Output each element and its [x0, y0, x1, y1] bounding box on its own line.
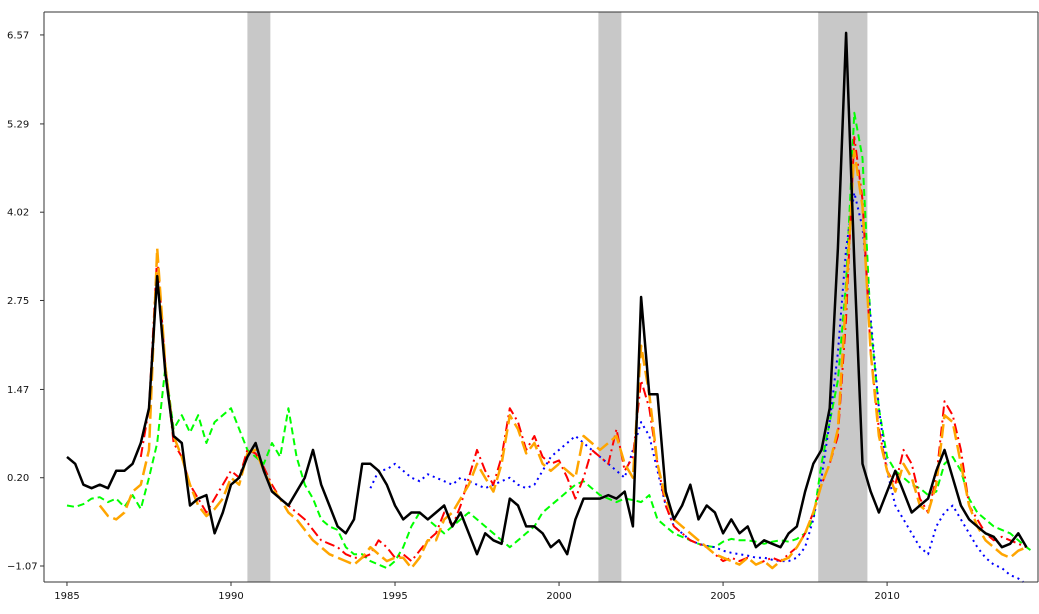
series-line-2: [370, 193, 1023, 582]
y-axis-ticks: −1.07 0.20 1.47 2.75 4.02 5.29 6.57: [7, 30, 44, 572]
series-line-5: [67, 33, 1027, 554]
recession-bands: [247, 12, 867, 582]
x-tick-label: 1990: [218, 591, 243, 602]
y-tick-label: 2.75: [7, 296, 29, 307]
series-line-1: [67, 113, 1031, 568]
x-tick-label: 2010: [874, 591, 899, 602]
x-tick-label: 1985: [54, 591, 79, 602]
y-tick-label: −1.07: [7, 562, 38, 573]
x-tick-label: 2000: [546, 591, 571, 602]
recession-band-1: [247, 12, 270, 582]
y-tick-label: 4.02: [7, 208, 29, 219]
series-lines: [67, 33, 1031, 582]
y-tick-label: 5.29: [7, 119, 29, 130]
y-tick-label: 6.57: [7, 30, 29, 41]
axes: [44, 12, 1038, 582]
x-tick-label: 2005: [710, 591, 735, 602]
y-tick-label: 1.47: [7, 385, 29, 396]
series-line-4: [100, 151, 1027, 568]
x-tick-label: 1995: [382, 591, 407, 602]
x-axis-ticks: 1985 1990 1995 2000 2005 2010: [54, 582, 900, 602]
y-tick-label: 0.20: [7, 473, 29, 484]
